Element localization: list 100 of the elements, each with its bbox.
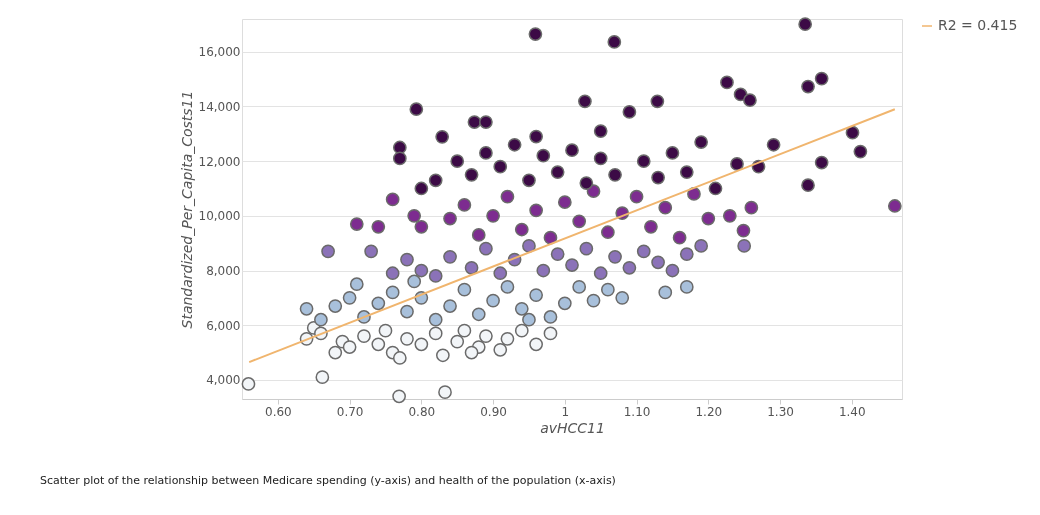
point [500, 331, 515, 346]
point [407, 274, 422, 289]
point [798, 17, 813, 32]
point [400, 304, 414, 319]
point [736, 223, 751, 238]
point [407, 208, 422, 223]
point [514, 222, 529, 237]
y-tick-label: 6,000 [206, 318, 241, 333]
point [694, 135, 708, 149]
point [636, 244, 651, 259]
point [651, 170, 665, 185]
y-tick-label: 8,000 [206, 264, 241, 279]
point [608, 167, 622, 182]
point [371, 337, 386, 352]
point [557, 296, 572, 311]
point [438, 385, 452, 400]
point [743, 93, 757, 108]
y-axis-title: Standardized_Per_Capita_Costs11 [178, 90, 195, 329]
point [471, 307, 486, 322]
point [428, 312, 443, 327]
x-tick-label: 0.90 [480, 404, 507, 419]
point [428, 173, 443, 188]
point [342, 290, 357, 305]
point [744, 200, 759, 215]
point [579, 241, 594, 256]
point [241, 377, 256, 391]
point [730, 157, 744, 171]
point [464, 260, 479, 275]
point [328, 299, 343, 313]
point [543, 326, 558, 341]
point [371, 219, 386, 234]
point [357, 329, 371, 343]
y-tick-label: 4,000 [206, 373, 241, 388]
point [443, 249, 457, 264]
point [650, 94, 665, 109]
point [536, 148, 551, 163]
point [565, 143, 579, 158]
point [378, 323, 393, 338]
point [528, 27, 543, 41]
point [514, 323, 529, 338]
point [593, 266, 608, 281]
y-tick-label: 10,000 [198, 209, 241, 224]
point [314, 312, 328, 327]
x-tick-label: 1.30 [767, 404, 794, 419]
point [486, 208, 500, 223]
point [493, 342, 508, 357]
point [679, 247, 694, 261]
point [371, 296, 386, 311]
point [522, 173, 536, 188]
point [845, 125, 860, 140]
point [443, 299, 457, 313]
point [479, 115, 493, 129]
point [665, 146, 680, 160]
point [500, 280, 515, 294]
point [651, 255, 665, 270]
text: Scatter plot of the relationship between Medicare spending (y-axis) and health of the population (x-axis) [40, 474, 616, 487]
point [536, 263, 551, 278]
x-tick-label: 0.80 [408, 404, 436, 419]
point [486, 293, 500, 308]
legend-label: R2 = 0.415 [938, 17, 1018, 33]
point [601, 225, 615, 240]
point [529, 129, 543, 144]
point [543, 310, 558, 324]
point [672, 230, 687, 245]
point [687, 187, 701, 201]
point [853, 144, 868, 159]
point [464, 345, 479, 360]
point [529, 203, 543, 218]
point [665, 263, 680, 278]
point [464, 167, 479, 182]
point [435, 129, 450, 144]
point [349, 277, 364, 292]
point [578, 94, 592, 109]
point [572, 214, 587, 229]
point [479, 241, 493, 256]
x-tick-label: 1 [561, 404, 570, 419]
point [529, 337, 543, 352]
x-tick-label: 1.10 [623, 404, 651, 419]
point [349, 217, 364, 231]
point [593, 151, 608, 166]
point [428, 326, 443, 341]
point [457, 198, 472, 212]
point [450, 334, 465, 349]
point [887, 199, 902, 213]
point [321, 244, 335, 259]
point [679, 280, 694, 294]
point [364, 244, 378, 259]
point [471, 228, 486, 242]
point [450, 154, 465, 169]
point [400, 252, 414, 267]
point [414, 263, 429, 278]
point [457, 323, 472, 338]
point [342, 340, 357, 354]
point [737, 239, 752, 253]
point [428, 269, 443, 283]
point [543, 230, 558, 245]
x-tick-label: 1.20 [695, 404, 723, 419]
point [385, 285, 400, 300]
point [615, 290, 630, 305]
point [522, 239, 536, 253]
